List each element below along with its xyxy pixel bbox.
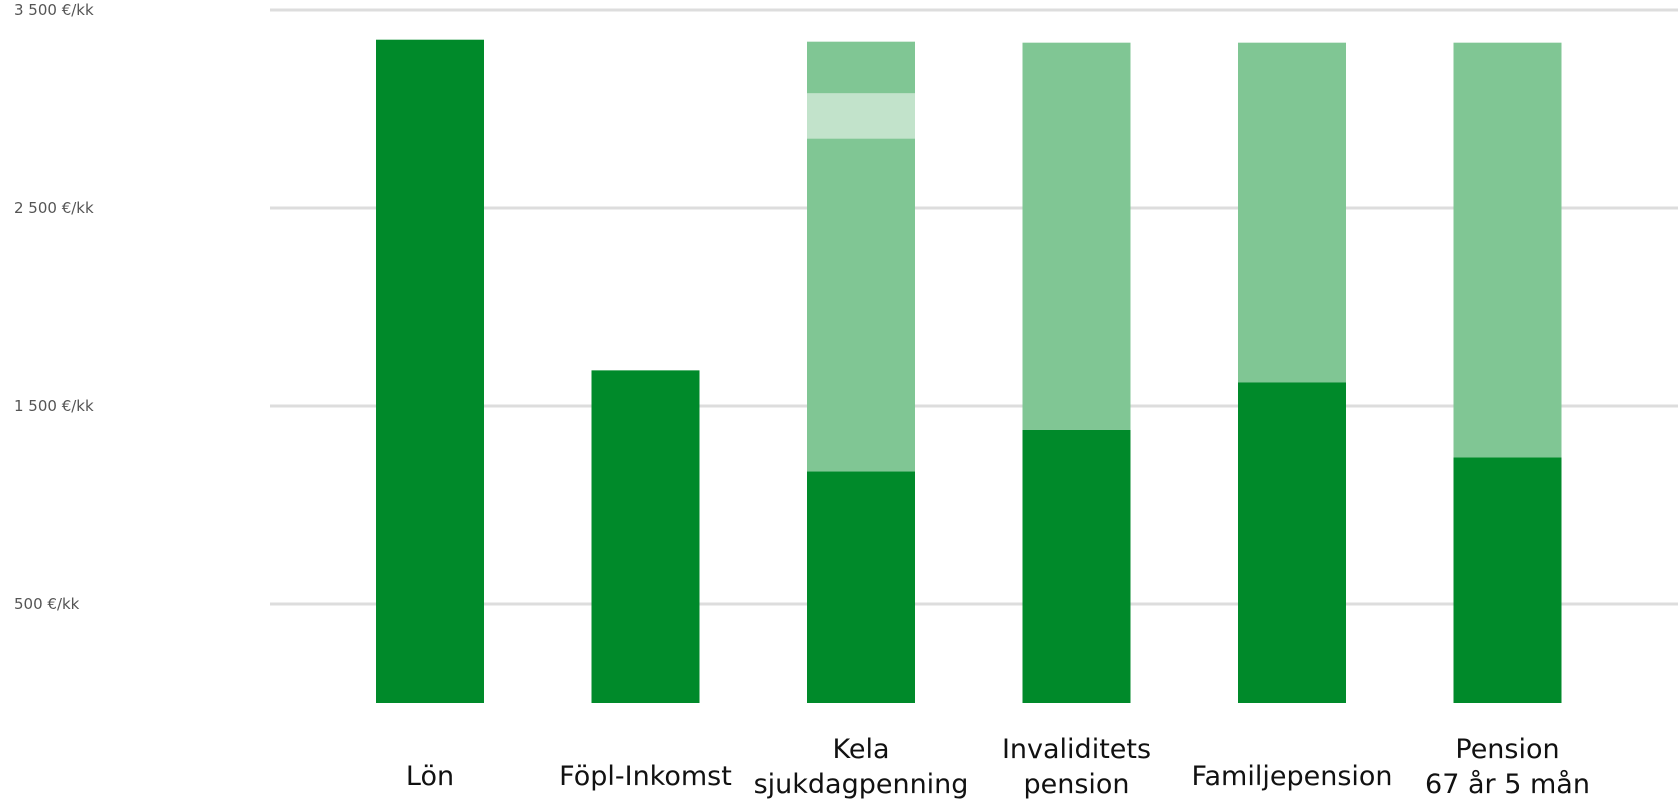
x-axis-tick-labels: Lön Föpl-Inkomst Kela sjukdagpenning Invalid… <box>406 734 1590 800</box>
x-tick-label-line: Familjepension <box>1191 761 1392 792</box>
bar-segment <box>1453 457 1562 703</box>
bars <box>376 39 1562 703</box>
y-axis-tick-labels: 500 €/kk 1 500 €/kk 2 500 €/kk 3 500 €/kk <box>14 1 94 613</box>
bar-segment <box>376 39 484 703</box>
gridlines <box>270 8 1678 606</box>
y-tick-label: 500 €/kk <box>14 595 80 613</box>
x-tick-label-line: Kela <box>832 734 889 765</box>
x-tick-label: Föpl-Inkomst <box>559 761 732 792</box>
x-tick-label: Invaliditets pension <box>1002 734 1151 800</box>
x-tick-label-line: Föpl-Inkomst <box>559 761 732 792</box>
bar-segment <box>1238 42 1346 383</box>
y-tick-label: 1 500 €/kk <box>14 397 94 415</box>
x-tick-label-line: Pension <box>1455 734 1559 765</box>
x-tick-label-line: sjukdagpenning <box>754 769 969 800</box>
x-tick-label: Kela sjukdagpenning <box>754 734 969 800</box>
bar-segment <box>1453 42 1562 458</box>
x-tick-label-line: pension <box>1023 769 1129 800</box>
x-tick-label: Familjepension <box>1191 761 1392 792</box>
bar-segment <box>591 370 700 703</box>
x-tick-label: Pension 67 år 5 mån <box>1425 734 1590 800</box>
bar-segment <box>1022 429 1131 703</box>
x-tick-label-line: Invaliditets <box>1002 734 1151 765</box>
x-tick-label: Lön <box>406 761 454 792</box>
bar-highlight-band <box>807 93 915 139</box>
bar-segment <box>1238 382 1346 703</box>
x-tick-label-line: 67 år 5 mån <box>1425 769 1590 800</box>
y-tick-label: 3 500 €/kk <box>14 1 94 19</box>
bar-segment <box>807 471 915 703</box>
y-tick-label: 2 500 €/kk <box>14 199 94 217</box>
x-tick-label-line: Lön <box>406 761 454 792</box>
bar-segment <box>1022 42 1131 430</box>
